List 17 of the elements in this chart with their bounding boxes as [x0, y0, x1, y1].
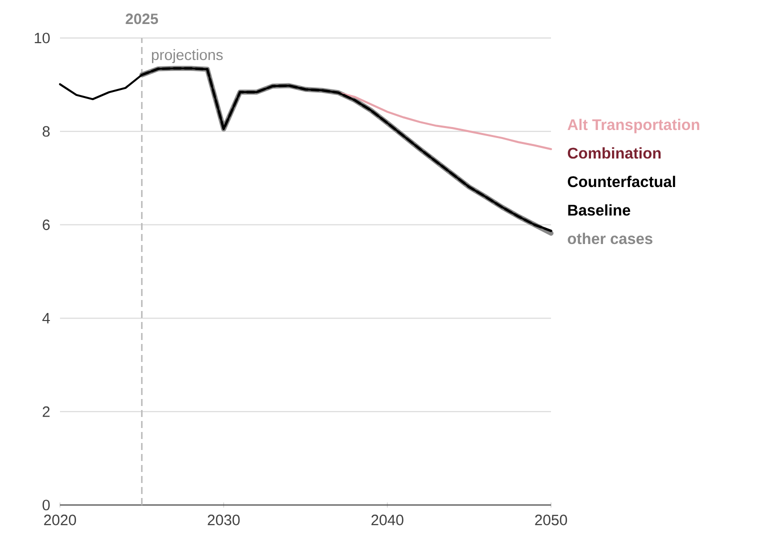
y-tick-label: 6	[42, 220, 50, 230]
series-label: Baseline	[568, 204, 630, 216]
x-tick-label: 2020	[44, 514, 76, 526]
x-tick-label: 2040	[371, 514, 404, 526]
text: Counterfactual	[568, 176, 676, 188]
series-label: Alt Transportation	[568, 118, 700, 134]
x-tick-label: 2050	[535, 514, 568, 526]
y-tick-label: 2	[42, 406, 50, 417]
y-tick-label: 0	[42, 500, 50, 510]
legend-label: Combination	[568, 147, 661, 159]
annotation: projections	[152, 49, 223, 64]
y-tick-label: 4	[42, 313, 50, 324]
y-tick-label: 10	[34, 32, 50, 44]
series-label: other cases	[568, 232, 652, 244]
ref-line-label: 2025	[126, 14, 158, 24]
x-tick-label: 2030	[208, 514, 240, 526]
y-tick-label: 8	[42, 126, 50, 137]
